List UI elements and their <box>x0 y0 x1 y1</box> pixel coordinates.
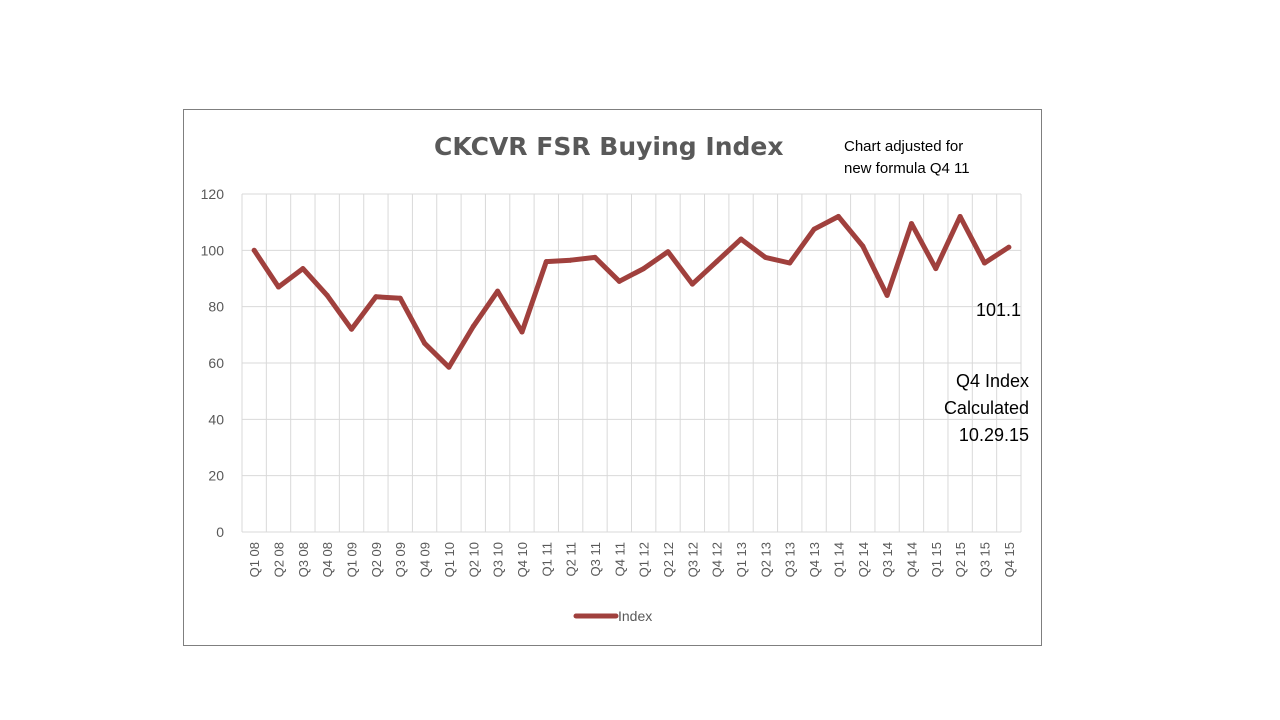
x-tick-label: Q3 09 <box>393 542 408 577</box>
x-tick-label: Q1 11 <box>539 542 554 576</box>
latest-value-label: 101.1 <box>975 300 1021 320</box>
x-tick-label: Q1 08 <box>247 542 262 577</box>
data-point <box>689 281 695 287</box>
legend-label: Index <box>618 608 652 624</box>
data-point <box>981 260 987 266</box>
x-tick-label: Q2 08 <box>272 542 287 577</box>
x-tick-label: Q2 14 <box>856 542 871 577</box>
data-point <box>470 323 476 329</box>
calculation-note: Q4 Index Calculated 10.29.15 <box>944 368 1029 449</box>
x-tick-label: Q2 15 <box>953 542 968 577</box>
x-tick-label: Q2 11 <box>564 542 579 576</box>
x-tick-label: Q1 15 <box>929 542 944 577</box>
data-point <box>373 294 379 300</box>
y-tick-label: 100 <box>201 242 225 258</box>
data-point <box>1006 244 1012 250</box>
data-point <box>397 295 403 301</box>
data-point <box>787 260 793 266</box>
x-tick-label: Q4 15 <box>1002 542 1017 577</box>
x-tick-label: Q4 08 <box>320 542 335 577</box>
data-point <box>884 292 890 298</box>
data-point <box>811 226 817 232</box>
x-tick-label: Q3 11 <box>588 542 603 576</box>
calc-note-line-3: 10.29.15 <box>958 425 1029 445</box>
calc-note-line-2: Calculated <box>943 398 1029 418</box>
data-point <box>422 340 428 346</box>
data-point <box>568 257 574 263</box>
data-point <box>276 284 282 290</box>
x-tick-label: Q2 12 <box>661 542 676 577</box>
data-point <box>300 266 306 272</box>
data-point <box>908 221 914 227</box>
y-tick-label: 60 <box>208 355 224 371</box>
chart-plot: 0 20 40 60 80 100 120 Q1 08 Q2 08 Q3 08 Q4 08 Q1 0… <box>201 186 1022 624</box>
x-tick-label: Q4 14 <box>904 542 919 577</box>
series-line-index <box>251 214 1012 370</box>
x-tick-label: Q3 13 <box>783 542 798 577</box>
y-tick-label: 40 <box>208 411 224 427</box>
x-tick-label: Q3 15 <box>977 542 992 577</box>
x-tick-label: Q4 13 <box>807 542 822 577</box>
data-point <box>616 278 622 284</box>
data-point <box>349 326 355 332</box>
x-tick-label: Q3 08 <box>296 542 311 577</box>
x-tick-label: Q1 12 <box>637 542 652 577</box>
formula-note-line-2: new formula Q4 11 <box>844 160 970 177</box>
x-tick-label: Q3 12 <box>685 542 700 577</box>
data-point <box>714 259 720 265</box>
data-point <box>738 236 744 242</box>
chart-title: CKCVR FSR Buying Index <box>434 132 784 161</box>
x-tick-label: Q4 10 <box>515 542 530 577</box>
data-point <box>324 292 330 298</box>
x-tick-label: Q2 13 <box>758 542 773 577</box>
data-point <box>251 247 257 253</box>
x-tick-label: Q4 12 <box>710 542 725 577</box>
data-point <box>835 214 841 220</box>
y-tick-label: 0 <box>216 524 224 540</box>
y-tick-label: 80 <box>208 299 224 315</box>
x-tick-label: Q3 14 <box>880 542 895 577</box>
chart-frame: 0 20 40 60 80 100 120 Q1 08 Q2 08 Q3 08 Q4 08 Q1 0… <box>183 109 1042 646</box>
data-point <box>665 249 671 255</box>
data-point <box>933 266 939 272</box>
calc-note-line-1: Q4 Index <box>955 371 1029 391</box>
data-point <box>641 266 647 272</box>
x-tick-label: Q4 11 <box>612 542 627 576</box>
formula-note-line-1: Chart adjusted for <box>844 138 964 155</box>
data-point <box>762 254 768 260</box>
data-point <box>543 259 549 265</box>
x-tick-label: Q4 09 <box>418 542 433 577</box>
y-tick-label: 20 <box>208 468 224 484</box>
x-tick-label: Q1 14 <box>831 542 846 577</box>
x-tick-label: Q3 10 <box>491 542 506 577</box>
x-tick-label: Q1 10 <box>442 542 457 577</box>
data-point <box>957 214 963 220</box>
x-tick-label: Q2 10 <box>466 542 481 577</box>
formula-adjustment-note: Chart adjusted for new formula Q4 11 <box>844 136 970 180</box>
y-tick-label: 120 <box>201 186 225 202</box>
data-point <box>446 364 452 370</box>
data-point <box>592 254 598 260</box>
x-tick-label: Q2 09 <box>369 542 384 577</box>
data-point <box>860 243 866 249</box>
data-point <box>519 329 525 335</box>
data-point <box>495 288 501 294</box>
x-tick-label: Q1 09 <box>345 542 360 577</box>
x-tick-label: Q1 13 <box>734 542 749 577</box>
